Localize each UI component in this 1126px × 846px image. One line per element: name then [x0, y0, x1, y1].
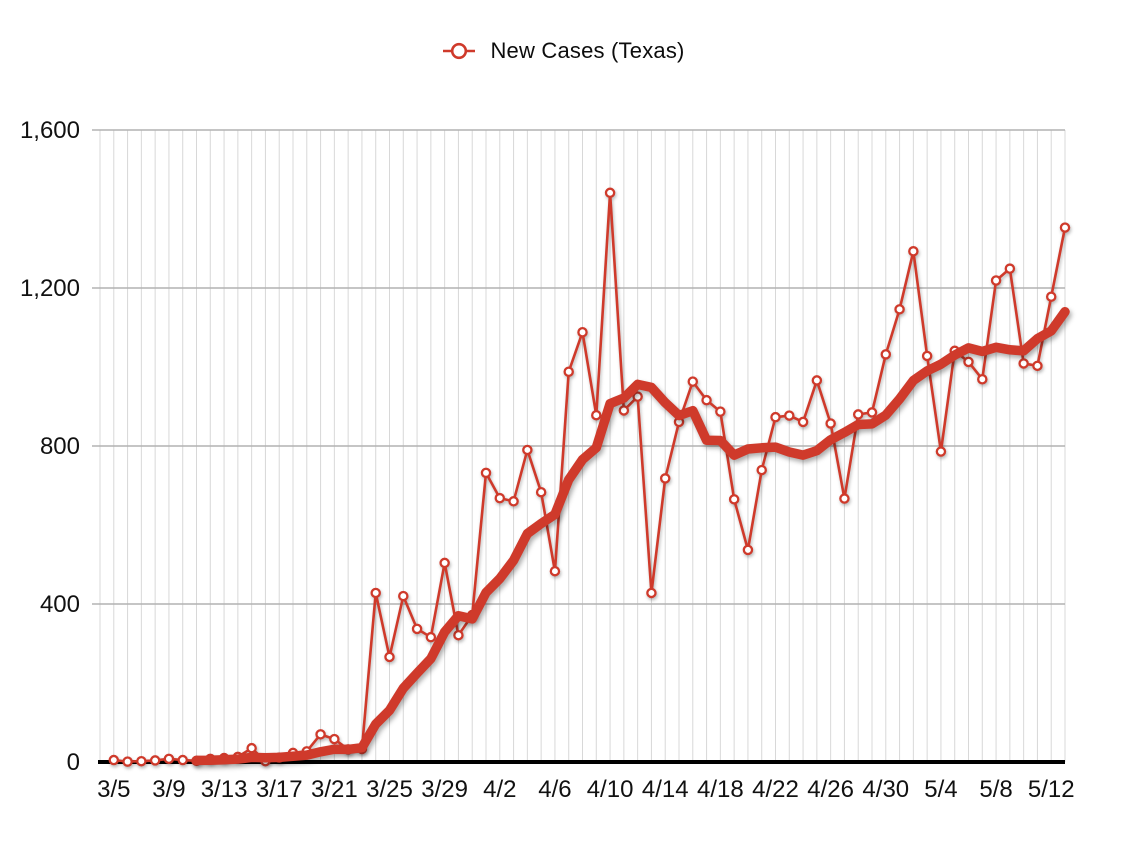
- data-point-marker: [315, 729, 326, 740]
- x-axis-labels: 3/5 3/9 3/13 3/17 3/21 3/25 3/29 4/2 4/6 4/10 4/14…: [97, 776, 1074, 803]
- data-point-marker: [1059, 222, 1071, 233]
- data-point-marker: [329, 733, 340, 745]
- x-axis-tick-label: 4/10: [587, 776, 634, 803]
- data-point-marker: [549, 565, 561, 577]
- legend: New Cases (Texas): [0, 38, 1126, 64]
- legend-label: New Cases (Texas): [490, 38, 685, 63]
- data-point-marker: [908, 246, 919, 257]
- daily-new-cases-series: [108, 187, 1071, 767]
- data-point-marker: [411, 623, 423, 635]
- y-axis-labels: 0 400 800 1,200 1,600: [20, 117, 80, 776]
- data-point-marker: [494, 492, 506, 504]
- x-axis-tick-label: 4/22: [752, 776, 799, 803]
- data-point-marker: [618, 405, 630, 416]
- data-point-marker: [425, 631, 437, 643]
- x-axis-tick-label: 5/8: [979, 776, 1012, 803]
- x-axis-tick-label: 3/25: [366, 776, 413, 803]
- data-point-marker: [522, 444, 533, 456]
- data-point-marker: [715, 406, 726, 417]
- data-point-marker: [480, 467, 492, 479]
- data-point-marker: [439, 557, 450, 569]
- data-point-marker: [384, 651, 395, 663]
- x-axis-tick-label: 3/5: [97, 776, 130, 803]
- data-point-marker: [591, 409, 602, 421]
- data-point-marker: [604, 187, 616, 199]
- y-axis-tick-label: 400: [40, 591, 80, 618]
- x-axis-tick-label: 4/18: [697, 776, 744, 803]
- data-point-marker: [508, 496, 519, 507]
- data-point-marker: [535, 486, 547, 498]
- x-axis-tick-label: 3/17: [256, 776, 303, 803]
- data-point-marker: [659, 473, 671, 484]
- data-point-marker: [728, 494, 740, 505]
- data-point-marker: [894, 304, 905, 315]
- data-point-marker: [577, 326, 588, 338]
- data-point-marker: [977, 373, 988, 385]
- data-point-marker: [163, 753, 175, 765]
- x-axis-tick-label: 3/21: [311, 776, 358, 803]
- data-point-marker: [122, 756, 133, 767]
- data-point-marker: [108, 754, 120, 766]
- x-axis-tick-label: 4/30: [862, 776, 909, 803]
- data-point-marker: [632, 391, 643, 402]
- x-axis-tick-label: 4/26: [807, 776, 854, 803]
- data-point-marker: [825, 418, 836, 429]
- x-axis-tick-label: 3/13: [201, 776, 248, 803]
- data-point-marker: [563, 366, 574, 377]
- data-point-marker: [1032, 360, 1043, 372]
- data-point-marker: [687, 376, 699, 387]
- trend-line: [191, 306, 1070, 766]
- data-point-marker: [963, 356, 974, 368]
- data-point-marker: [701, 394, 712, 406]
- data-point-marker: [921, 350, 933, 362]
- x-axis-tick-label: 5/4: [924, 776, 957, 803]
- data-point-marker: [797, 416, 809, 428]
- data-point-marker: [370, 587, 381, 599]
- data-point-marker: [1004, 263, 1016, 274]
- y-axis-tick-label: 0: [67, 749, 80, 776]
- data-point-marker: [1018, 358, 1029, 369]
- x-axis-tick-label: 3/9: [152, 776, 185, 803]
- data-point-marker: [880, 349, 892, 360]
- data-point-marker: [149, 755, 161, 766]
- x-axis-tick-label: 3/29: [421, 776, 468, 803]
- y-axis-tick-marks: [92, 129, 100, 605]
- data-point-marker: [246, 742, 257, 754]
- data-point-marker: [756, 464, 767, 476]
- data-point-marker: [852, 409, 864, 420]
- data-point-marker: [646, 587, 657, 599]
- x-axis-tick-label: 4/14: [642, 776, 689, 803]
- data-point-marker: [742, 544, 754, 556]
- seven-day-average-trend-line: [191, 306, 1070, 766]
- data-point-marker: [935, 446, 947, 457]
- data-point-marker: [866, 407, 878, 418]
- y-axis-tick-label: 1,600: [20, 117, 80, 144]
- data-point-marker: [990, 275, 1002, 286]
- legend-line-marker-icon: [443, 42, 476, 60]
- y-axis-tick-label: 1,200: [20, 275, 80, 302]
- data-point-marker: [811, 375, 823, 386]
- data-point-marker: [177, 754, 188, 766]
- y-axis-tick-label: 800: [40, 433, 80, 460]
- data-point-marker: [784, 410, 795, 421]
- x-axis-tick-label: 4/6: [538, 776, 571, 803]
- data-point-marker: [839, 493, 850, 504]
- data-point-marker: [453, 629, 464, 641]
- data-point-marker: [136, 755, 147, 767]
- x-axis-tick-label: 4/2: [483, 776, 516, 803]
- data-point-marker: [770, 411, 781, 423]
- daily-series-line: [113, 191, 1067, 763]
- data-point-marker: [1045, 291, 1057, 302]
- data-point-marker: [398, 590, 409, 602]
- x-axis-tick-label: 5/12: [1028, 776, 1075, 803]
